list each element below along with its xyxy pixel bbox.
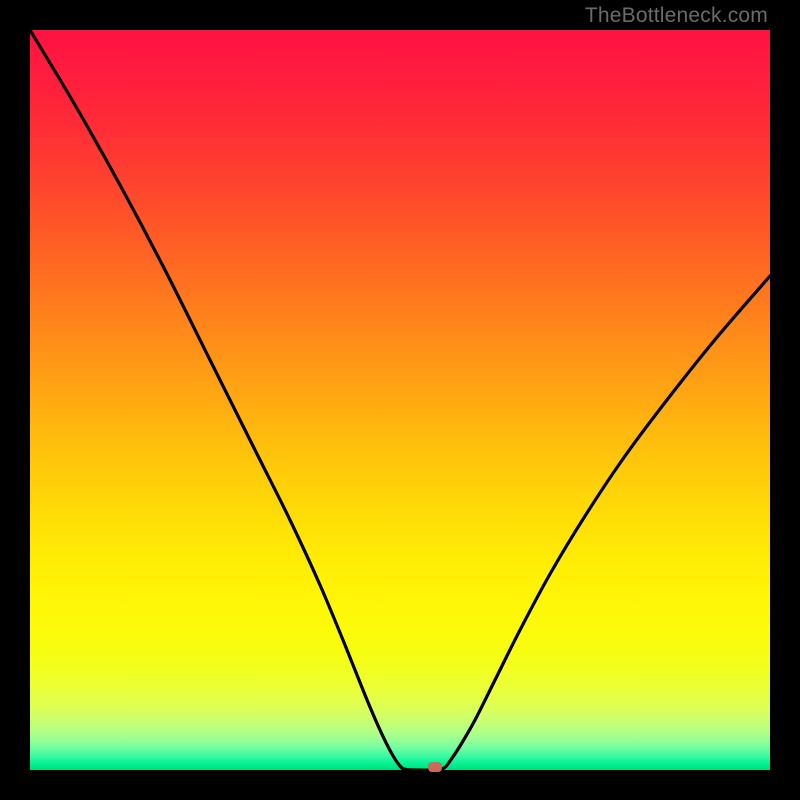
watermark-text: TheBottleneck.com: [585, 4, 768, 28]
plot-area: [30, 30, 770, 770]
bottleneck-curve: [30, 30, 770, 770]
optimum-marker: [428, 762, 442, 772]
chart-frame: TheBottleneck.com: [0, 0, 800, 800]
